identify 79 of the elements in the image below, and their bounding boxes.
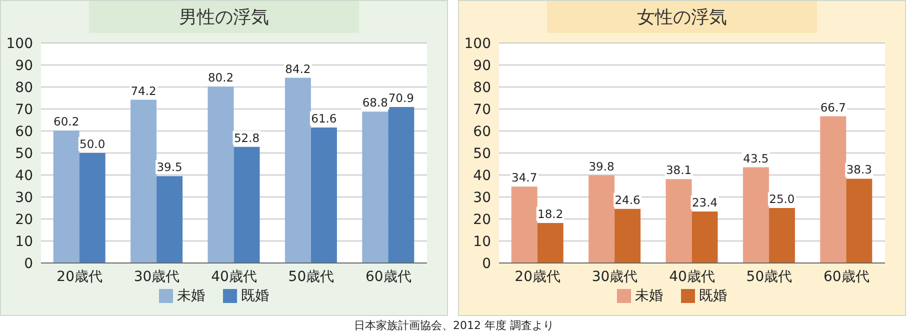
y-tick-label: 0 <box>482 256 491 272</box>
y-tick-label: 60 <box>473 124 491 140</box>
y-tick-label: 80 <box>473 80 491 96</box>
data-label: 84.2 <box>285 62 311 76</box>
y-tick-label: 10 <box>15 234 33 250</box>
x-tick-label: 50歳代 <box>288 268 334 285</box>
bar <box>614 208 641 263</box>
y-tick-label: 20 <box>15 212 33 228</box>
bar <box>692 212 718 263</box>
y-tick-label: 0 <box>24 256 33 272</box>
y-tick-label: 60 <box>15 124 33 140</box>
x-tick-label: 40歳代 <box>211 268 257 285</box>
bar <box>156 176 183 263</box>
y-tick-label: 90 <box>473 58 491 74</box>
y-tick-label: 30 <box>473 190 491 206</box>
bar <box>284 78 311 263</box>
bar <box>208 86 234 263</box>
data-label: 23.4 <box>692 196 718 210</box>
data-label: 34.7 <box>512 170 538 185</box>
y-tick-label: 30 <box>15 190 33 206</box>
x-tick-label: 50歳代 <box>746 268 792 285</box>
bar <box>130 100 157 263</box>
data-label: 52.8 <box>234 130 260 145</box>
x-tick-label: 60歳代 <box>365 268 412 285</box>
data-label: 66.7 <box>820 100 846 114</box>
chart-title: 男性の浮気 <box>89 1 359 33</box>
y-tick-label: 70 <box>473 102 491 118</box>
y-tick-label: 80 <box>15 80 33 96</box>
y-tick-label: 100 <box>464 36 491 52</box>
bar <box>79 153 106 263</box>
y-tick-label: 100 <box>6 36 33 52</box>
data-label: 80.2 <box>208 70 234 85</box>
bar <box>53 130 80 263</box>
y-tick-label: 40 <box>473 168 491 184</box>
chart-title: 女性の浮気 <box>547 1 817 33</box>
data-label: 38.1 <box>666 163 692 178</box>
legend-label: 既婚 <box>240 287 269 305</box>
y-tick-label: 70 <box>15 102 33 118</box>
legend-label: 未婚 <box>634 287 663 305</box>
bar <box>666 179 692 263</box>
data-label: 25.0 <box>769 192 795 206</box>
x-tick-label: 40歳代 <box>669 268 715 285</box>
x-tick-label: 30歳代 <box>592 268 638 285</box>
data-label: 60.2 <box>54 114 80 129</box>
y-tick-label: 90 <box>15 58 33 74</box>
bar <box>310 127 337 263</box>
x-tick-label: 20歳代 <box>514 268 561 285</box>
data-label: 24.6 <box>614 192 640 207</box>
data-label: 74.2 <box>130 84 156 98</box>
bar <box>388 107 414 263</box>
bar <box>537 222 564 263</box>
data-label: 61.6 <box>311 111 337 126</box>
bar <box>846 178 872 263</box>
x-tick-label: 20歳代 <box>56 268 103 285</box>
bar <box>768 208 795 263</box>
y-tick-label: 40 <box>15 168 33 184</box>
data-label: 50.0 <box>80 137 106 151</box>
bar <box>234 146 260 263</box>
x-tick-label: 60歳代 <box>823 268 870 285</box>
legend-label: 未婚 <box>176 287 205 305</box>
y-tick-label: 50 <box>15 146 33 162</box>
data-label: 18.2 <box>538 206 564 221</box>
bar <box>588 175 615 263</box>
legend-label: 既婚 <box>698 287 727 305</box>
y-tick-label: 20 <box>473 212 491 228</box>
data-label: 39.5 <box>156 160 182 174</box>
data-label: 70.9 <box>388 91 414 106</box>
data-label: 68.8 <box>362 96 388 110</box>
data-label: 39.8 <box>588 159 614 174</box>
data-label: 43.5 <box>743 151 769 166</box>
y-tick-label: 10 <box>473 234 491 250</box>
data-label: 38.3 <box>846 162 872 177</box>
bar <box>362 112 388 263</box>
bar <box>820 116 846 263</box>
bar <box>742 167 769 263</box>
x-tick-label: 30歳代 <box>134 268 180 285</box>
text: 日本家族計画協会、2012 年度 調査より <box>353 318 555 333</box>
bar <box>511 186 538 263</box>
y-tick-label: 50 <box>473 146 491 162</box>
